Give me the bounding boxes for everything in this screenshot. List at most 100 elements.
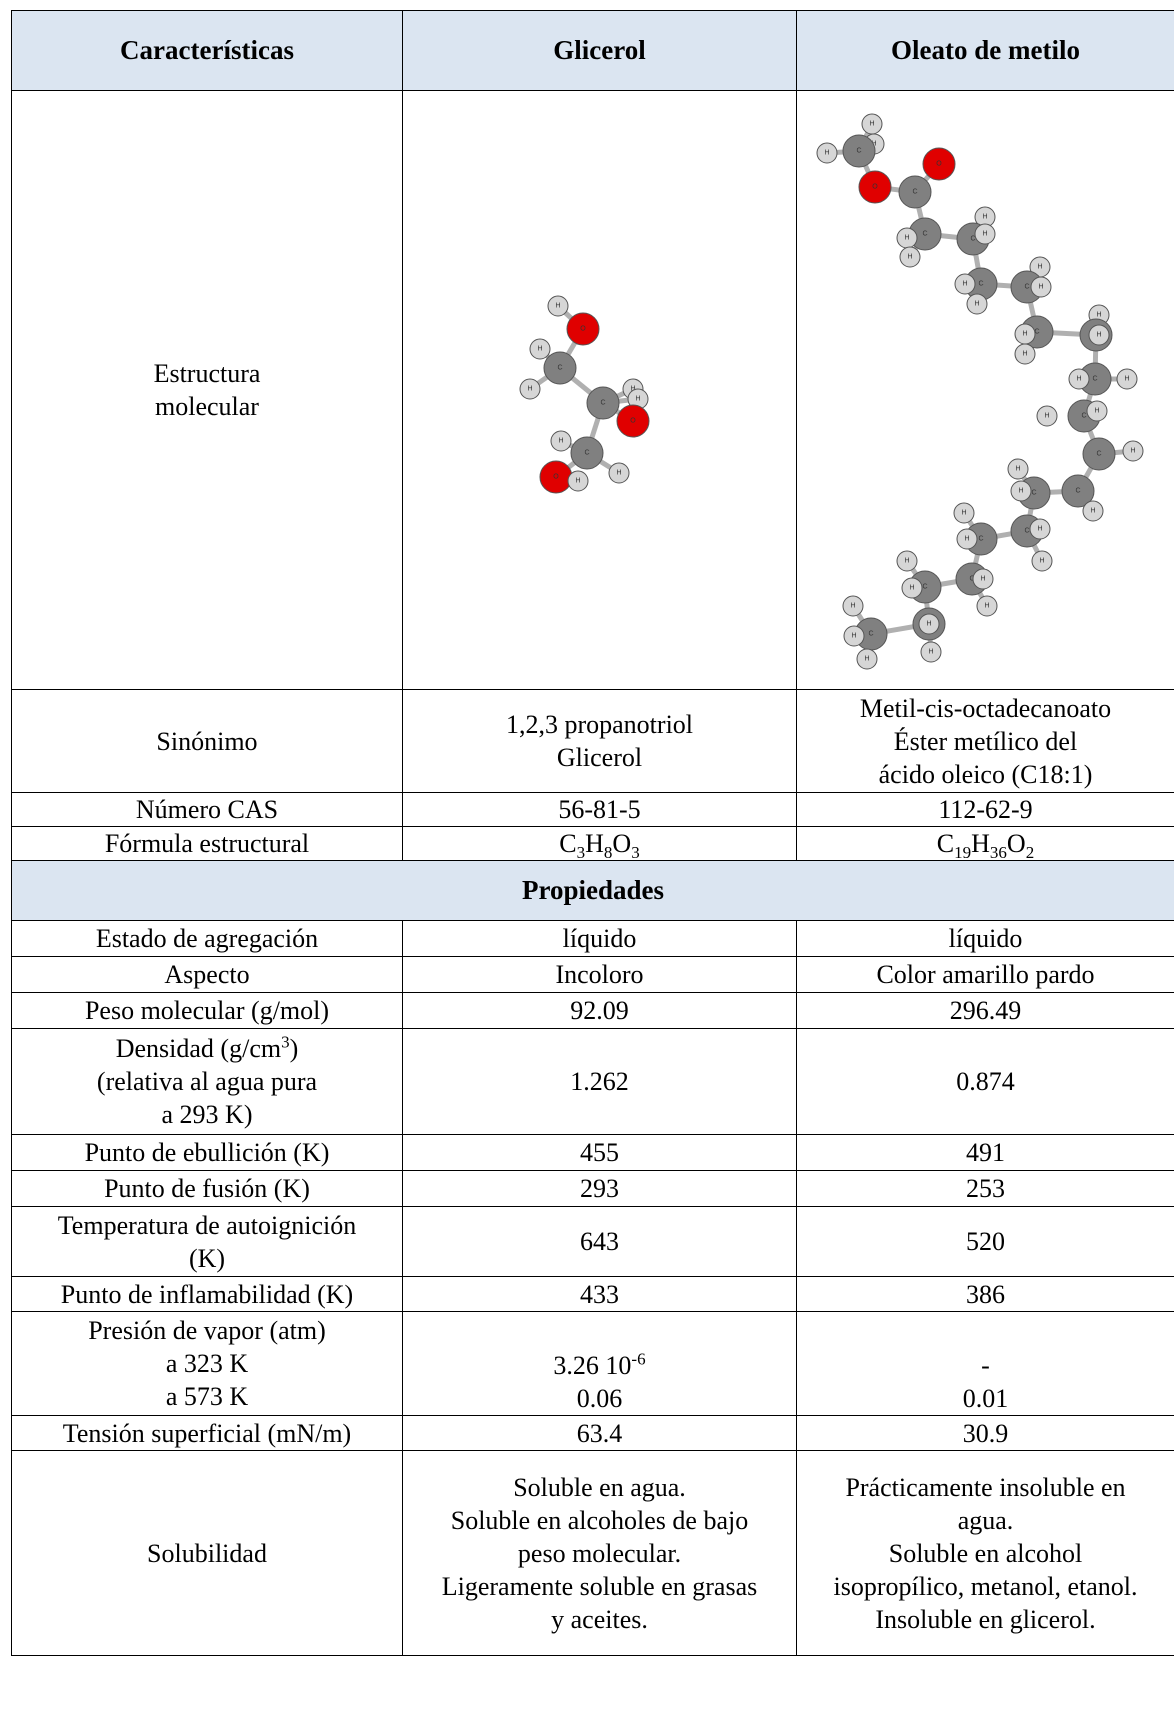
property-row: Peso molecular (g/mol) 92.09 296.49 — [11, 992, 1174, 1029]
property-label: Peso molecular (g/mol) — [11, 992, 403, 1029]
atom-h: H — [1014, 323, 1036, 345]
density-glicerol: 1.262 — [402, 1028, 797, 1135]
flash-oleato: 386 — [796, 1276, 1174, 1312]
svg-text:H: H — [961, 510, 966, 517]
formula-part: H — [585, 829, 604, 858]
formula-sub: 3 — [631, 843, 640, 863]
svg-text:C: C — [978, 281, 983, 288]
atom-h: H — [861, 113, 883, 135]
svg-text:O: O — [630, 418, 636, 425]
svg-text:C: C — [868, 631, 873, 638]
flash-glicerol: 433 — [402, 1276, 797, 1312]
svg-text:H: H — [904, 558, 909, 565]
svg-text:H: H — [907, 254, 912, 261]
density-unit-close: ) — [289, 1034, 299, 1063]
formula-part: O — [612, 829, 632, 858]
svg-text:C: C — [557, 365, 562, 372]
property-glicerol: 293 — [402, 1170, 797, 1207]
property-label: Aspecto — [11, 956, 403, 993]
synonym-line: Glicerol — [556, 743, 643, 772]
atom-c: C — [1082, 437, 1116, 471]
vapor-glicerol-323: 3.26 10-6 — [407, 1349, 792, 1382]
property-oleato: 296.49 — [796, 992, 1174, 1029]
atom-h: H — [956, 528, 978, 550]
svg-text:C: C — [584, 450, 589, 457]
svg-text:H: H — [1044, 413, 1049, 420]
atom-h: H — [608, 462, 630, 484]
svg-text:H: H — [1015, 466, 1020, 473]
vapor-label: Presión de vapor (atm) a 323 K a 573 K — [11, 1311, 403, 1416]
atom-c: C — [570, 436, 604, 470]
svg-text:H: H — [980, 576, 985, 583]
atom-o: O — [858, 170, 892, 204]
svg-text:H: H — [928, 649, 933, 656]
property-row: Estado de agregación líquido líquido — [11, 920, 1174, 957]
surface-label: Tensión superficial (mN/m) — [11, 1415, 403, 1451]
property-glicerol: Incoloro — [402, 956, 797, 993]
svg-text:C: C — [922, 231, 927, 238]
atom-h: H — [918, 613, 940, 635]
density-label-line: (relativa al agua pura — [96, 1067, 318, 1096]
synonym-line: ácido oleico (C18:1) — [878, 759, 1093, 789]
svg-text:H: H — [1094, 408, 1099, 415]
atom-h: H — [1014, 343, 1036, 365]
density-unit-text: Densidad (g/cm — [115, 1034, 282, 1063]
atom-h: H — [842, 595, 864, 617]
svg-text:H: H — [630, 386, 635, 393]
cas-glicerol: 56-81-5 — [402, 792, 797, 827]
svg-text:H: H — [864, 656, 869, 663]
density-label: Densidad (g/cm3) (relativa al agua pura … — [11, 1028, 403, 1135]
svg-text:H: H — [984, 603, 989, 610]
autoignition-label-line: (K) — [188, 1243, 226, 1273]
atom-h: H — [1116, 368, 1138, 390]
section-row: Propiedades — [11, 860, 1174, 921]
synonym-line: 1,2,3 propanotriol — [505, 710, 694, 739]
surface-row: Tensión superficial (mN/m) 63.4 30.9 — [11, 1415, 1174, 1451]
property-glicerol: líquido — [402, 920, 797, 957]
property-label: Punto de ebullición (K) — [11, 1134, 403, 1171]
atom-h: H — [529, 338, 551, 360]
svg-text:H: H — [1022, 331, 1027, 338]
formula-sub: 8 — [603, 843, 613, 863]
formula-oleato: C19H36O2 — [796, 826, 1174, 863]
svg-text:C: C — [970, 236, 975, 243]
property-oleato: Color amarillo pardo — [796, 956, 1174, 993]
atom-h: H — [1031, 550, 1053, 572]
structure-label: Estructura molecular — [11, 90, 403, 690]
formula-glicerol: C3H8O3 — [402, 826, 797, 863]
svg-text:C: C — [1024, 528, 1029, 535]
formula-part: C — [936, 829, 955, 858]
svg-text:H: H — [1039, 558, 1044, 565]
atom-h: H — [1082, 500, 1104, 522]
formula-row: Fórmula estructural C3H8O3 C19H36O2 — [11, 826, 1174, 863]
atom-h: H — [1122, 440, 1144, 462]
atom-h: H — [1007, 458, 1029, 480]
synonym-label: Sinónimo — [11, 689, 403, 793]
surface-glicerol: 63.4 — [402, 1415, 797, 1451]
svg-text:H: H — [1076, 376, 1081, 383]
svg-text:O: O — [553, 474, 559, 481]
properties-table: Características Glicerol Oleato de metil… — [11, 10, 1174, 1656]
atom-o: O — [922, 147, 956, 181]
property-glicerol: 455 — [402, 1134, 797, 1171]
svg-text:H: H — [982, 231, 987, 238]
atom-h: H — [519, 378, 541, 400]
synonym-line: Éster metílico del — [893, 726, 1078, 756]
solubility-label: Solubilidad — [11, 1450, 403, 1656]
atom-o: O — [566, 312, 600, 346]
synonym-oleato: Metil-cis-octadecanoato Éster metílico d… — [796, 689, 1174, 793]
atom-h: H — [896, 227, 918, 249]
svg-text:C: C — [912, 189, 917, 196]
svg-text:H: H — [527, 386, 532, 393]
svg-text:C: C — [922, 584, 927, 591]
svg-text:H: H — [1130, 448, 1135, 455]
oleato-structure-cell: HHHCOOCCHHHCHCHHHCHCHHHCHCHHHCHCHCHHCHCH… — [796, 90, 1174, 690]
svg-text:H: H — [869, 121, 874, 128]
formula-sub: 36 — [989, 843, 1007, 863]
formula-sub: 19 — [954, 843, 972, 863]
density-oleato: 0.874 — [796, 1028, 1174, 1135]
atom-h: H — [896, 550, 918, 572]
svg-text:C: C — [1081, 413, 1086, 420]
svg-text:C: C — [1096, 451, 1101, 458]
